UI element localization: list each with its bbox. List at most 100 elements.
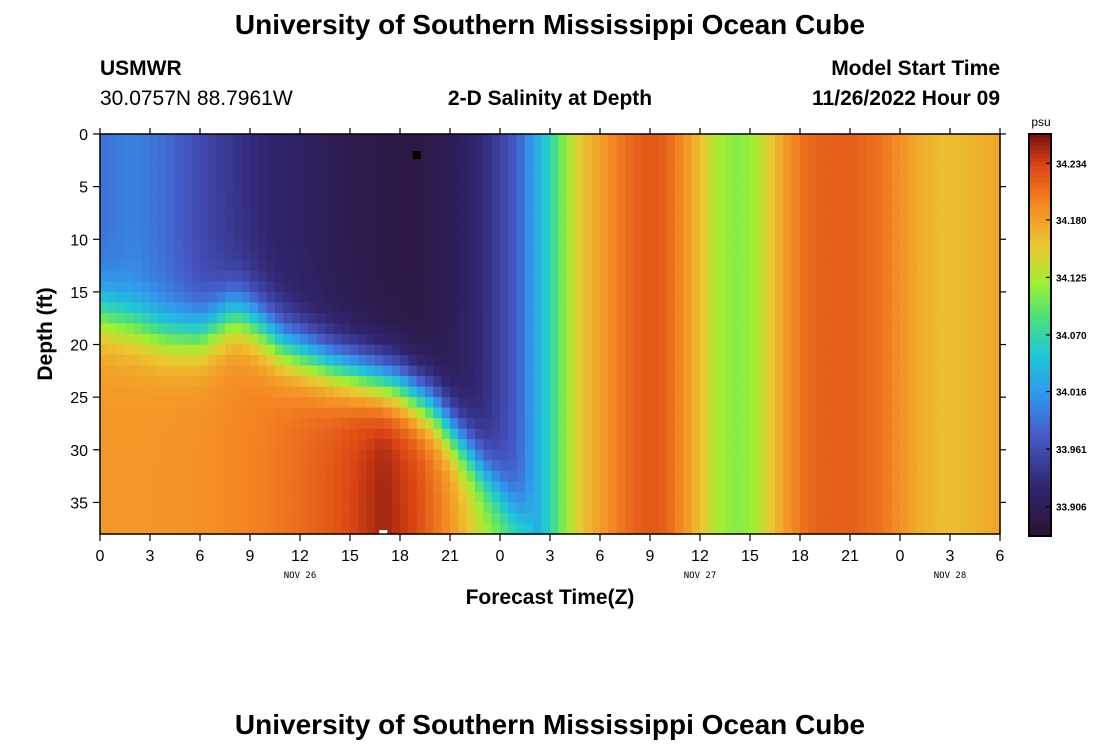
heatmap-cell — [741, 186, 751, 198]
heatmap-cell — [233, 144, 243, 156]
heatmap-cell — [816, 134, 826, 146]
heatmap-cell — [450, 291, 459, 304]
heatmap-cell — [433, 491, 443, 504]
heatmap-cell — [808, 144, 818, 156]
heatmap-cell — [858, 481, 868, 493]
heatmap-cell — [733, 460, 743, 472]
heatmap-cell — [308, 186, 318, 198]
heatmap-cell — [408, 197, 418, 209]
heatmap-cell — [375, 228, 384, 240]
heatmap-cell — [933, 312, 943, 325]
heatmap-cell — [575, 523, 584, 535]
heatmap-cell — [150, 460, 159, 472]
heatmap-cell — [258, 302, 268, 314]
heatmap-cell — [491, 418, 501, 430]
heatmap-cell — [808, 291, 818, 304]
heatmap-cell — [241, 502, 251, 514]
heatmap-cell — [916, 270, 926, 282]
heatmap-cell — [158, 334, 168, 346]
heatmap-cell — [575, 197, 584, 209]
heatmap-cell — [958, 239, 968, 251]
heatmap-cell — [900, 197, 909, 209]
heatmap-cell — [108, 323, 118, 335]
heatmap-cell — [833, 165, 843, 177]
heatmap-cell — [958, 323, 968, 335]
heatmap-cell — [291, 376, 301, 388]
heatmap-cell — [733, 323, 743, 335]
heatmap-cell — [250, 176, 259, 188]
heatmap-cell — [866, 470, 876, 482]
heatmap-cell — [933, 470, 943, 482]
heatmap-cell — [308, 344, 318, 356]
heatmap-cell — [775, 334, 784, 346]
heatmap-cell — [916, 218, 926, 230]
heatmap-cell — [250, 312, 259, 325]
heatmap-cell — [100, 418, 109, 430]
heatmap-cell — [416, 334, 426, 346]
heatmap-cell — [583, 207, 593, 219]
heatmap-cell — [108, 407, 118, 419]
heatmap-cell — [925, 291, 934, 304]
heatmap-cell — [358, 449, 368, 461]
heatmap-cell — [575, 239, 584, 251]
heatmap-cell — [700, 449, 709, 461]
heatmap-cell — [141, 134, 151, 146]
heatmap-cell — [741, 502, 751, 514]
heatmap-cell — [533, 134, 543, 146]
heatmap-cell — [150, 281, 159, 293]
heatmap-cell — [300, 407, 309, 419]
heatmap-cell — [791, 249, 801, 261]
heatmap-cell — [516, 144, 526, 156]
heatmap-cell — [941, 218, 951, 230]
heatmap-cell — [250, 355, 259, 367]
heatmap-cell — [941, 523, 951, 535]
heatmap-cell — [608, 365, 618, 377]
heatmap-cell — [725, 428, 734, 440]
heatmap-cell — [700, 323, 709, 335]
heatmap-cell — [433, 323, 443, 335]
heatmap-cell — [700, 228, 709, 240]
heatmap-cell — [191, 407, 201, 419]
heatmap-cell — [300, 418, 309, 430]
heatmap-cell — [733, 491, 743, 504]
heatmap-cell — [375, 323, 384, 335]
heatmap-cell — [266, 460, 276, 472]
heatmap-cell — [841, 207, 851, 219]
heatmap-cell — [200, 386, 209, 398]
heatmap-cell — [825, 386, 834, 398]
heatmap-cell — [833, 281, 843, 293]
colorbar-swatch — [1029, 335, 1051, 340]
heatmap-cell — [308, 439, 318, 451]
heatmap-cell — [233, 344, 243, 356]
heatmap-cell — [208, 439, 218, 451]
heatmap-cell — [208, 523, 218, 535]
heatmap-cell — [600, 302, 609, 314]
heatmap-cell — [558, 155, 568, 167]
heatmap-cell — [616, 460, 626, 472]
heatmap-cell — [466, 281, 476, 293]
heatmap-cell — [866, 218, 876, 230]
x-tick-label: 0 — [96, 548, 105, 565]
heatmap-cell — [441, 155, 451, 167]
heatmap-cell — [550, 355, 559, 367]
colorbar-tick-label: 34.125 — [1056, 273, 1087, 284]
heatmap-cell — [150, 449, 159, 461]
heatmap-cell — [941, 334, 951, 346]
heatmap-cell — [858, 491, 868, 504]
heatmap-cell — [391, 502, 401, 514]
heatmap-cell — [508, 407, 518, 419]
heatmap-cell — [475, 218, 484, 230]
heatmap-cell — [325, 355, 334, 367]
heatmap-cell — [233, 323, 243, 335]
heatmap-cell — [250, 491, 259, 504]
heatmap-cell — [366, 155, 376, 167]
heatmap-cell — [108, 249, 118, 261]
heatmap-cell — [600, 365, 609, 377]
heatmap-cell — [766, 134, 776, 146]
heatmap-cell — [783, 439, 793, 451]
heatmap-cell — [808, 176, 818, 188]
heatmap-cell — [741, 239, 751, 251]
heatmap-cell — [758, 512, 768, 525]
heatmap-cell — [391, 355, 401, 367]
heatmap-cell — [125, 239, 134, 251]
